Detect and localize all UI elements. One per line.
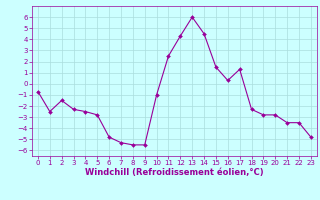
X-axis label: Windchill (Refroidissement éolien,°C): Windchill (Refroidissement éolien,°C) — [85, 168, 264, 177]
